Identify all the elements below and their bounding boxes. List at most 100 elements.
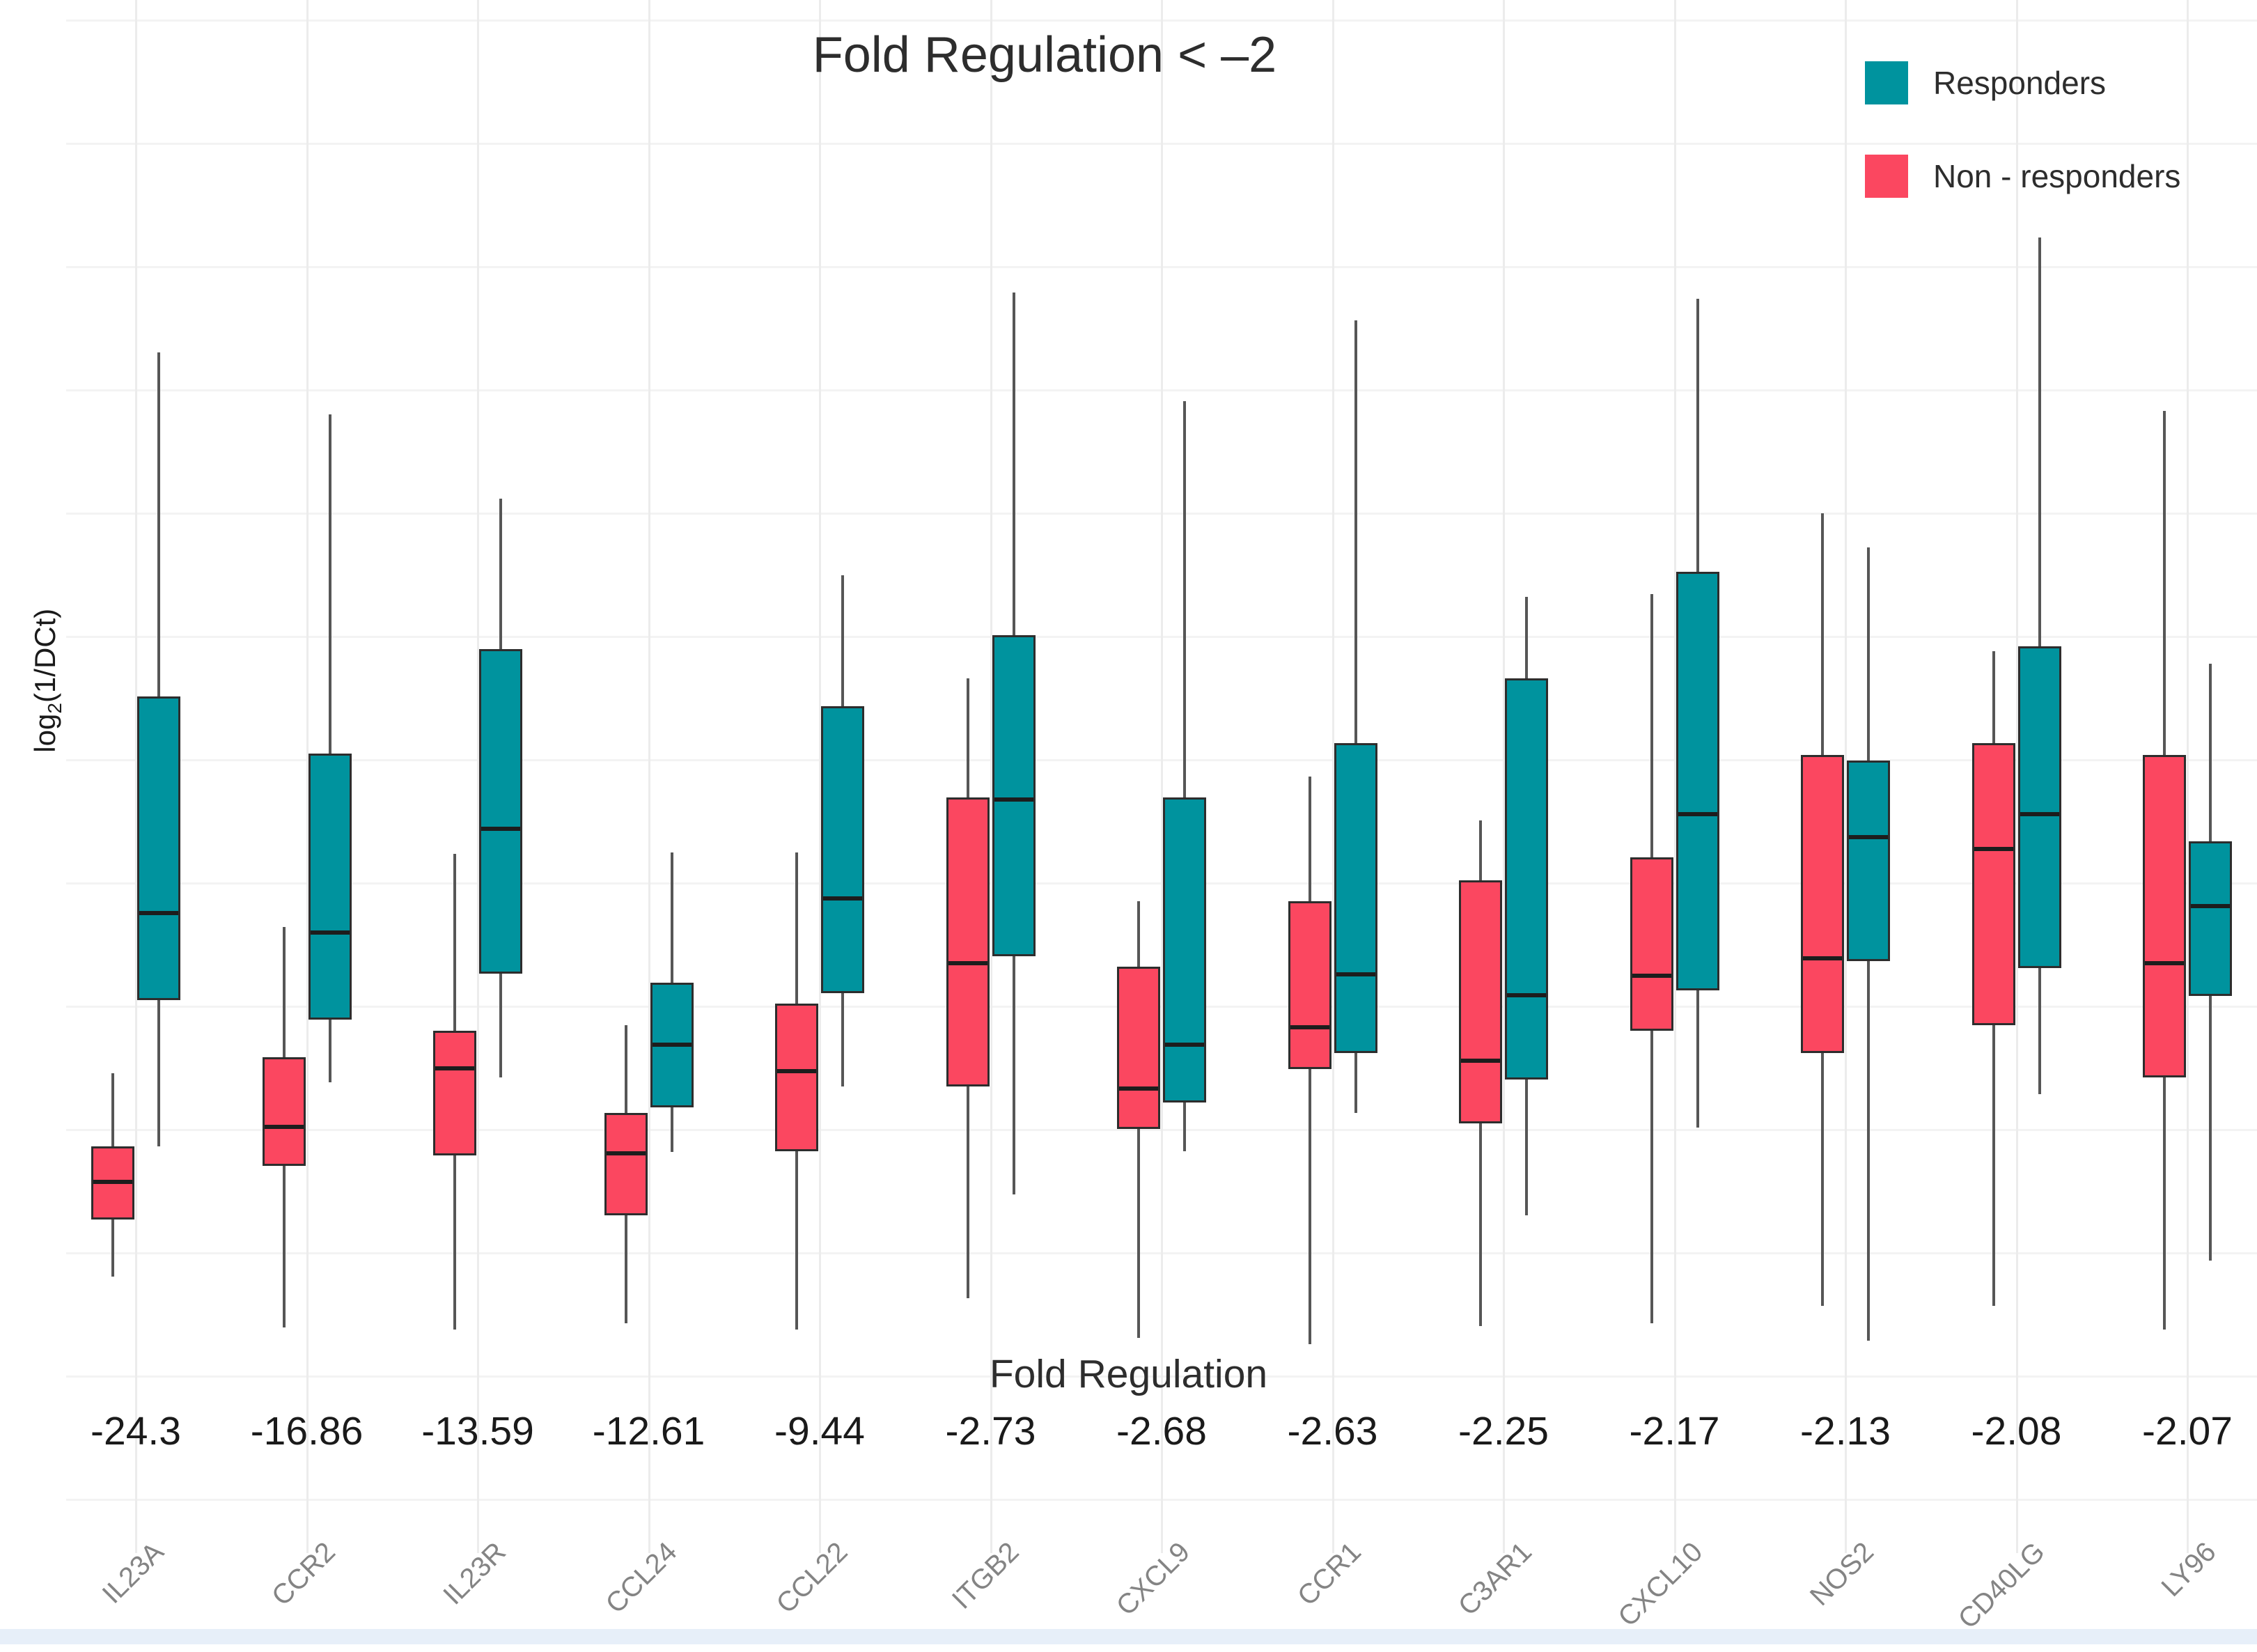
vertical-gridline — [648, 0, 650, 1553]
gene-label-IL23R: IL23R — [437, 1536, 513, 1611]
box-CXCL10-responders[interactable] — [1676, 571, 1719, 991]
median-LY96-non-responders — [2145, 961, 2184, 966]
box-LY96-non-responders[interactable] — [2143, 755, 2186, 1077]
legend-item-non-responders[interactable]: Non - responders — [1865, 155, 2180, 198]
median-CCL22-non-responders — [777, 1069, 816, 1074]
vertical-gridline — [1503, 0, 1505, 1553]
gene-label-IL23A: IL23A — [97, 1536, 171, 1610]
box-IL23R-responders[interactable] — [479, 648, 522, 974]
gene-label-NOS2: NOS2 — [1804, 1536, 1880, 1612]
fold-value-label-IL23R: -13.59 — [421, 1409, 534, 1454]
y-axis-label-subscript: 2 — [44, 703, 66, 714]
vertical-gridline — [990, 0, 992, 1553]
median-CXCL9-non-responders — [1119, 1086, 1158, 1091]
legend-label-responders: Responders — [1933, 65, 2107, 101]
fold-value-label-CD40LG: -2.08 — [1971, 1409, 2062, 1454]
median-CXCL10-non-responders — [1632, 973, 1671, 978]
box-C3AR1-non-responders[interactable] — [1459, 880, 1502, 1124]
vertical-gridline — [2015, 0, 2018, 1553]
box-IL23A-responders[interactable] — [137, 696, 180, 1000]
fold-value-label-CXCL9: -2.68 — [1116, 1409, 1207, 1454]
legend-item-responders[interactable]: Responders — [1865, 61, 2180, 104]
gene-label-C3AR1: C3AR1 — [1452, 1536, 1538, 1622]
median-IL23R-responders — [481, 827, 520, 832]
box-CCL24-responders[interactable] — [650, 982, 694, 1108]
whisker-CCR2-responders — [328, 414, 331, 1083]
box-ITGB2-non-responders[interactable] — [946, 797, 990, 1086]
box-CCL22-non-responders[interactable] — [775, 1004, 818, 1152]
fold-value-label-C3AR1: -2.25 — [1458, 1409, 1549, 1454]
box-CD40LG-non-responders[interactable] — [1971, 743, 2015, 1026]
fold-value-label-ITGB2: -2.73 — [945, 1409, 1036, 1454]
box-C3AR1-responders[interactable] — [1505, 678, 1548, 1080]
box-CXCL9-responders[interactable] — [1163, 797, 1206, 1102]
gene-label-CD40LG: CD40LG — [1952, 1536, 2051, 1635]
median-CXCL9-responders — [1165, 1042, 1204, 1047]
box-NOS2-responders[interactable] — [1847, 760, 1890, 962]
median-C3AR1-responders — [1507, 993, 1546, 998]
fold-value-label-LY96: -2.07 — [2142, 1409, 2233, 1454]
median-LY96-responders — [2191, 904, 2230, 909]
vertical-gridline — [1845, 0, 1847, 1553]
box-CCR2-non-responders[interactable] — [262, 1057, 306, 1167]
box-ITGB2-responders[interactable] — [992, 635, 1036, 956]
fold-value-label-CCR1: -2.63 — [1287, 1409, 1378, 1454]
gene-label-CCL22: CCL22 — [770, 1536, 854, 1620]
median-CCR2-responders — [310, 930, 350, 935]
vertical-gridline — [306, 0, 309, 1553]
vertical-gridline — [135, 0, 137, 1553]
box-CD40LG-responders[interactable] — [2017, 646, 2061, 968]
gene-label-CCL24: CCL24 — [600, 1536, 683, 1620]
median-NOS2-non-responders — [1803, 956, 1842, 960]
vertical-gridline — [1331, 0, 1334, 1553]
box-CCR2-responders[interactable] — [308, 754, 352, 1020]
y-axis-label: log2(1/DCt) — [28, 608, 66, 753]
fold-value-label-CCL24: -12.61 — [592, 1409, 705, 1454]
median-IL23A-responders — [139, 910, 178, 915]
whisker-CCR1-responders — [1354, 320, 1357, 1114]
gene-label-CXCL9: CXCL9 — [1110, 1536, 1196, 1622]
box-CCR1-non-responders[interactable] — [1288, 901, 1331, 1070]
vertical-gridline — [1161, 0, 1163, 1553]
box-IL23R-non-responders[interactable] — [433, 1030, 476, 1156]
fold-value-label-IL23A: -24.3 — [91, 1409, 181, 1454]
vertical-gridline — [819, 0, 821, 1553]
box-CCR1-responders[interactable] — [1334, 743, 1377, 1054]
gene-label-CCR2: CCR2 — [265, 1536, 341, 1612]
box-IL23A-non-responders[interactable] — [91, 1146, 134, 1219]
median-CD40LG-non-responders — [1974, 847, 2013, 852]
bottom-strip — [0, 1629, 2257, 1644]
legend: Responders Non - responders — [1865, 61, 2180, 248]
box-LY96-responders[interactable] — [2189, 841, 2232, 997]
vertical-gridline — [477, 0, 479, 1553]
median-CD40LG-responders — [2020, 812, 2059, 817]
box-NOS2-non-responders[interactable] — [1801, 755, 1844, 1054]
median-CCL22-responders — [823, 896, 862, 901]
gene-label-CCR1: CCR1 — [1291, 1536, 1367, 1612]
fold-value-label-CXCL10: -2.17 — [1629, 1409, 1720, 1454]
responders-swatch-icon — [1865, 61, 1908, 104]
median-IL23A-non-responders — [93, 1179, 132, 1184]
gene-label-CXCL10: CXCL10 — [1612, 1536, 1709, 1633]
box-CCL22-responders[interactable] — [821, 706, 864, 994]
chart-title: Fold Regulation < –2 — [812, 27, 1277, 83]
legend-label-non-responders: Non - responders — [1933, 158, 2181, 194]
median-CXCL10-responders — [1678, 812, 1717, 817]
fold-value-label-CCL22: -9.44 — [774, 1409, 865, 1454]
median-CCR1-non-responders — [1290, 1025, 1329, 1030]
median-NOS2-responders — [1849, 834, 1888, 839]
vertical-gridline — [2187, 0, 2189, 1553]
fold-value-label-NOS2: -2.13 — [1800, 1409, 1891, 1454]
whisker-CXCL9-responders — [1183, 401, 1186, 1152]
box-CCL24-non-responders[interactable] — [604, 1113, 648, 1216]
box-CXCL9-non-responders[interactable] — [1117, 967, 1160, 1130]
non-responders-swatch-icon — [1865, 155, 1908, 198]
fold-value-label-CCR2: -16.86 — [250, 1409, 364, 1454]
gene-label-ITGB2: ITGB2 — [946, 1536, 1025, 1615]
median-CCR1-responders — [1336, 972, 1375, 976]
median-ITGB2-responders — [994, 797, 1033, 802]
median-ITGB2-non-responders — [948, 961, 987, 966]
median-CCR2-non-responders — [264, 1125, 304, 1130]
box-CXCL10-non-responders[interactable] — [1630, 857, 1673, 1031]
